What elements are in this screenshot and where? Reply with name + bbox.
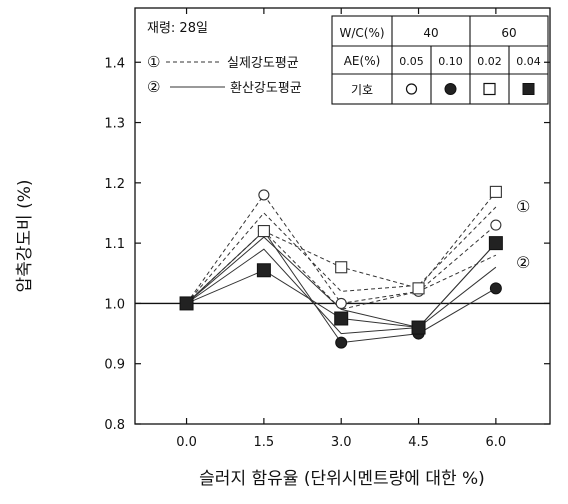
table-ae-3: 0.02 xyxy=(477,55,502,68)
filled-square-marker-legend xyxy=(522,83,535,95)
filled-circle-marker xyxy=(489,282,502,295)
y-tick-label: 1.4 xyxy=(104,56,125,71)
y-tick-label: 0.8 xyxy=(104,418,125,433)
filled-square-marker xyxy=(256,263,271,278)
table-header-wc: W/C(%) xyxy=(339,26,384,40)
filled-square-marker xyxy=(411,320,426,335)
filled-circle-marker xyxy=(335,336,348,349)
x-axis-label: 슬러지 함유율 (단위시멘트량에 대한 %) xyxy=(199,469,485,489)
table-ae-1: 0.05 xyxy=(399,55,424,68)
y-tick-label: 1.0 xyxy=(104,297,125,312)
series-line-actual-wc60_ae002 xyxy=(186,191,497,304)
series-line-converted-wc40_ae010 xyxy=(186,230,497,344)
data-markers xyxy=(179,185,503,349)
legend: 재령: 28일 ① 실제강도평균 ② 환산강도평균 W/C(%) AE(%) 기… xyxy=(147,15,549,105)
series-line-converted-wc40_ae005 xyxy=(186,248,497,335)
legend-number-converted: ② xyxy=(147,78,160,96)
curve-label-actual: ① xyxy=(516,197,530,216)
y-axis-label: 압축강도비 (%) xyxy=(15,179,35,292)
open-circle-marker-legend xyxy=(405,83,418,95)
legend-name-actual: 실제강도평균 xyxy=(227,56,299,71)
table-header-ae: AE(%) xyxy=(344,54,381,68)
table-wc-40: 40 xyxy=(423,26,438,40)
y-tick-label: 1.1 xyxy=(104,237,125,252)
open-square-marker xyxy=(412,282,425,295)
x-tick-label: 1.5 xyxy=(254,435,275,450)
filled-square-marker xyxy=(334,311,349,326)
y-tick-label: 0.9 xyxy=(104,358,125,373)
x-tick-label: 0.0 xyxy=(176,435,197,450)
open-circle-marker xyxy=(335,297,347,309)
filled-circle-marker-legend xyxy=(444,83,457,95)
open-circle-marker xyxy=(490,219,502,231)
filled-square-marker xyxy=(488,236,503,251)
curve-label-converted: ② xyxy=(516,253,530,272)
y-tick-label: 1.2 xyxy=(104,177,125,192)
open-circle-marker xyxy=(258,189,270,201)
open-square-marker-legend xyxy=(483,82,496,96)
open-square-marker xyxy=(257,225,270,238)
legend-table-border xyxy=(331,15,549,105)
open-square-marker xyxy=(335,261,348,274)
plot-frame xyxy=(134,7,551,425)
age-label: 재령: 28일 xyxy=(147,21,208,36)
y-tick-label: 1.3 xyxy=(104,117,125,132)
table-header-symbol: 기호 xyxy=(351,83,373,97)
axes: 0.8 0.9 1.0 1.1 1.2 1.3 1.4 0.0 1.5 3.0 4.5 6.0 xyxy=(104,8,550,450)
open-square-marker xyxy=(489,185,502,198)
legend-number-actual: ① xyxy=(147,53,160,71)
origin-marker xyxy=(179,296,194,311)
x-tick-label: 4.5 xyxy=(408,435,429,450)
table-ae-2: 0.10 xyxy=(438,55,463,68)
legend-table xyxy=(331,15,549,105)
table-wc-60: 60 xyxy=(501,26,516,40)
series-line-actual-wc60_ae004 xyxy=(186,206,497,304)
x-tick-label: 6.0 xyxy=(486,435,507,450)
legend-name-converted: 환산강도평균 xyxy=(230,81,302,96)
table-ae-4: 0.04 xyxy=(516,55,541,68)
x-tick-label: 3.0 xyxy=(331,435,352,450)
